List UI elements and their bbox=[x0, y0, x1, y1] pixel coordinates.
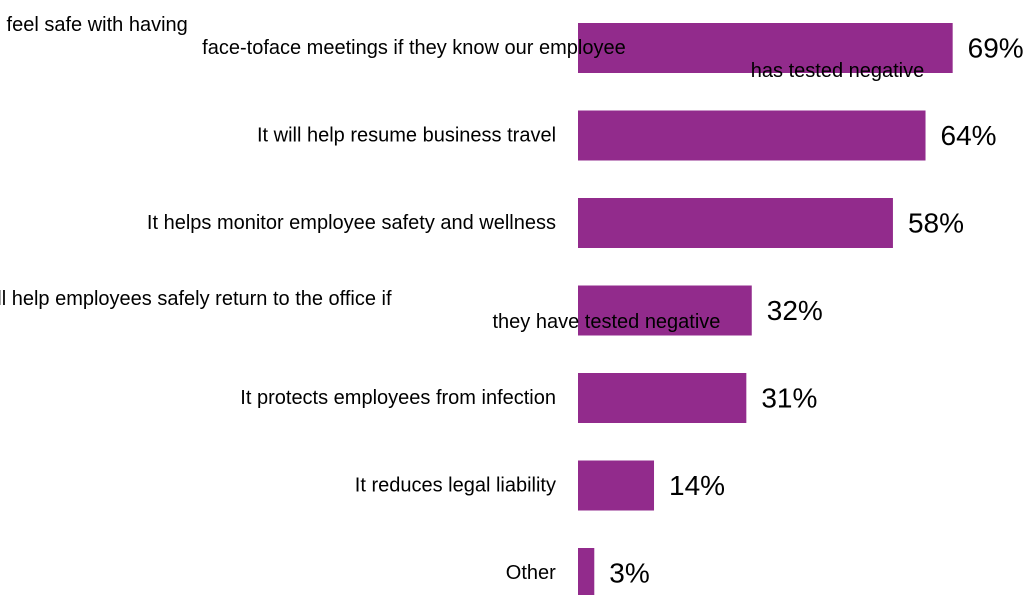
bars-group bbox=[578, 23, 953, 595]
value-label: 14% bbox=[669, 470, 725, 501]
category-label: Other bbox=[506, 562, 556, 584]
category-label: It protects employees from infection bbox=[240, 387, 556, 409]
value-label: 32% bbox=[767, 295, 823, 326]
value-label: 3% bbox=[609, 558, 649, 589]
category-label-line: Other bbox=[506, 562, 556, 584]
category-label-line: has tested negative bbox=[751, 60, 924, 82]
bar bbox=[578, 285, 752, 336]
category-label-line: they have tested negative bbox=[492, 311, 720, 333]
bar bbox=[578, 198, 893, 248]
category-label-line: It will help employees safely return to … bbox=[0, 288, 392, 310]
bar bbox=[578, 460, 655, 511]
value-label: 31% bbox=[761, 383, 817, 414]
category-label: It will help resume business travel bbox=[257, 125, 556, 147]
category-label-line: It reduces legal liability bbox=[355, 475, 556, 497]
bar bbox=[578, 373, 747, 423]
category-labels-group: Our customers and clients will feel safe… bbox=[0, 14, 924, 584]
value-labels-group: 69% 64% 58% 32% 31% 14% 3% bbox=[609, 33, 1023, 589]
category-label-line: face-toface meetings if they know our em… bbox=[202, 37, 626, 59]
category-label: It reduces legal liability bbox=[355, 475, 556, 497]
bar bbox=[578, 110, 926, 161]
bar bbox=[578, 548, 595, 595]
category-label-line: Our customers and clients will feel safe… bbox=[0, 14, 188, 36]
bar bbox=[578, 23, 953, 73]
category-label: It will help employees safely return to … bbox=[0, 288, 720, 333]
category-label-line: It protects employees from infection bbox=[240, 387, 556, 409]
value-label: 58% bbox=[908, 208, 964, 239]
category-label-line: It will help resume business travel bbox=[257, 125, 556, 147]
value-label: 69% bbox=[968, 33, 1024, 64]
category-label: Our customers and clients will feel safe… bbox=[0, 14, 924, 82]
category-label: It helps monitor employee safety and wel… bbox=[147, 212, 556, 234]
category-label-line: It helps monitor employee safety and wel… bbox=[147, 212, 556, 234]
value-label: 64% bbox=[941, 120, 997, 151]
